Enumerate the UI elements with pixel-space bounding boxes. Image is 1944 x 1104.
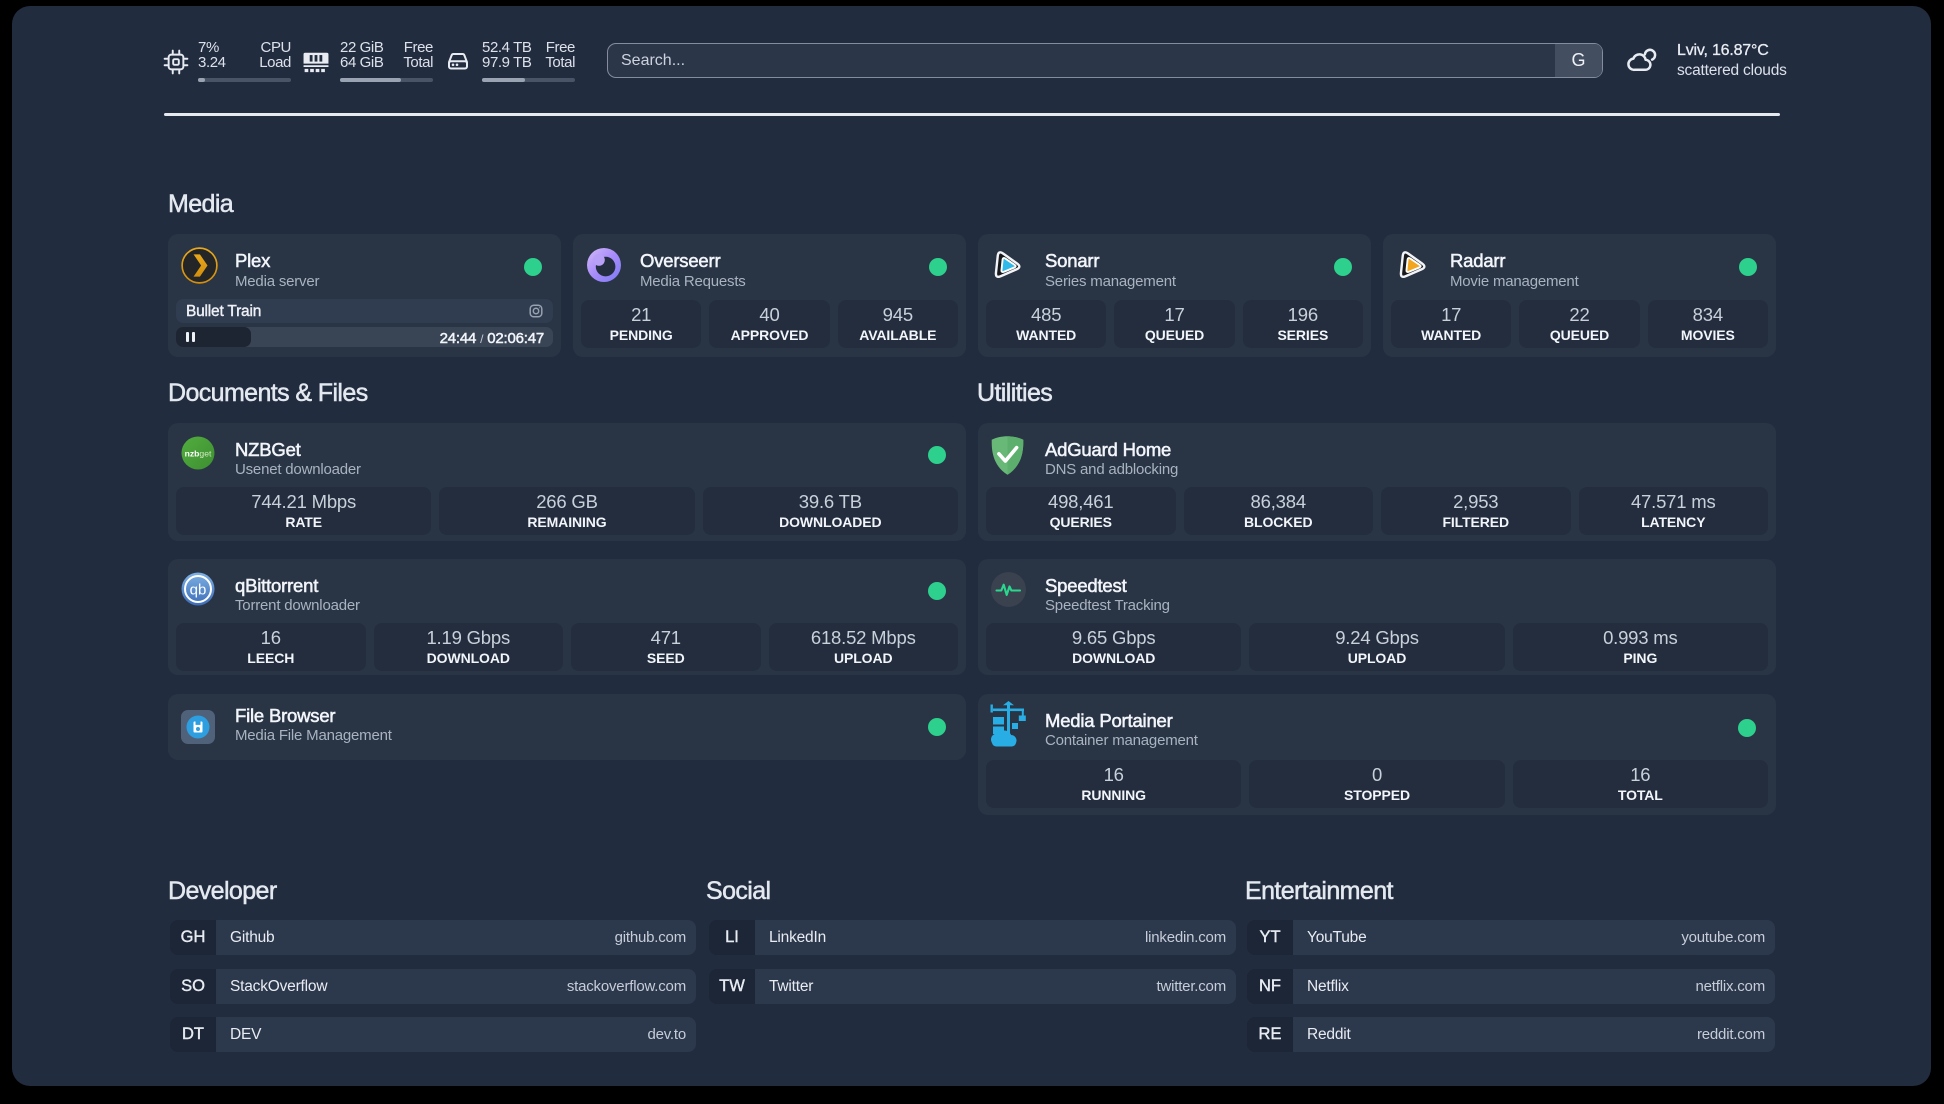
svg-text:qb: qb [190,582,207,599]
svg-text:nzbget: nzbget [185,449,212,459]
